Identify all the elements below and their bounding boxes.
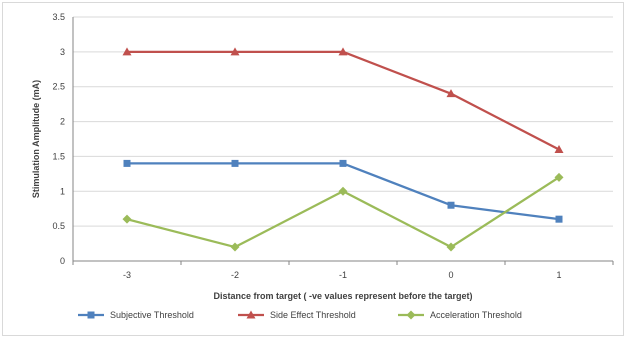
chart-area: 0 0.5 1 1.5 2 2.5 3 3.5 -3 -2 -1 0 1 Stimulation Amp… (2, 2, 624, 336)
data-point (555, 215, 563, 223)
data-point (554, 172, 564, 182)
legend-swatch-marker (406, 310, 416, 320)
series-group (122, 47, 564, 252)
series-line (127, 50, 560, 151)
y-tick-label: 0.5 (52, 221, 65, 231)
data-point (123, 159, 131, 167)
y-tick-label: 2 (60, 117, 65, 127)
x-tick-label: -2 (231, 270, 239, 280)
data-point (122, 214, 132, 224)
y-tick-label: 3.5 (52, 12, 65, 22)
legend-swatch-marker (87, 311, 95, 319)
data-point (230, 242, 240, 252)
legend-label: Acceleration Threshold (430, 310, 522, 320)
data-point (339, 159, 347, 167)
legend-swatch-marker (246, 310, 256, 319)
data-point (122, 47, 132, 56)
y-tick-label: 3 (60, 47, 65, 57)
y-tick-label: 2.5 (52, 82, 65, 92)
data-point (446, 242, 456, 252)
x-tick-label: 0 (448, 270, 453, 280)
x-tick-label: 1 (556, 270, 561, 280)
y-tick-label: 0 (60, 256, 65, 266)
data-point (554, 144, 564, 153)
series-2 (122, 172, 564, 252)
line-chart: 0 0.5 1 1.5 2 2.5 3 3.5 -3 -2 -1 0 1 Stimulation Amp… (31, 12, 614, 320)
y-tick-label: 1 (60, 186, 65, 196)
series-0 (123, 159, 563, 223)
legend-item: Subjective Threshold (78, 310, 194, 320)
y-tick-label: 1.5 (52, 151, 65, 161)
x-tick-label: -3 (123, 270, 131, 280)
x-tick-label: -1 (339, 270, 347, 280)
y-axis-title: Stimulation Amplitude (mA) (31, 80, 41, 198)
legend-item: Acceleration Threshold (398, 310, 522, 320)
data-point (338, 186, 348, 196)
series-1 (122, 47, 564, 153)
data-point (338, 47, 348, 56)
data-point (231, 159, 239, 167)
data-point (447, 201, 455, 209)
data-point (230, 47, 240, 56)
legend-label: Subjective Threshold (110, 310, 194, 320)
x-axis-title: Distance from target ( -ve values repres… (213, 291, 472, 301)
axes: 0 0.5 1 1.5 2 2.5 3 3.5 -3 -2 -1 0 1 (52, 12, 614, 280)
legend: Subjective Threshold Side Effect Threshol… (78, 310, 522, 320)
legend-label: Side Effect Threshold (270, 310, 356, 320)
data-point (446, 89, 456, 98)
legend-item: Side Effect Threshold (238, 310, 356, 320)
